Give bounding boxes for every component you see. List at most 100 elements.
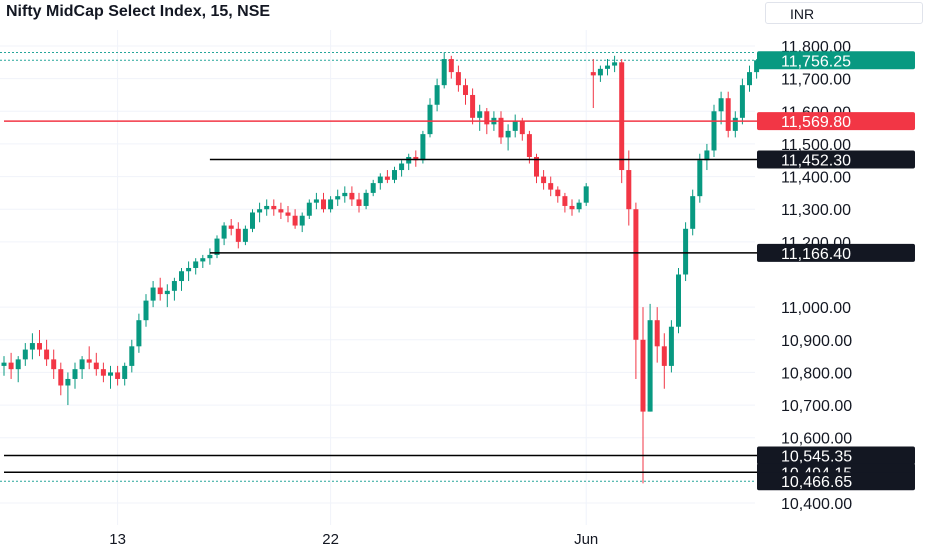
candle-body bbox=[605, 65, 610, 69]
candle-body bbox=[79, 359, 85, 370]
candle-body bbox=[143, 300, 149, 321]
candle-body bbox=[498, 117, 504, 138]
candle-body bbox=[356, 199, 362, 206]
candle-body bbox=[747, 72, 752, 86]
candle-body bbox=[321, 199, 326, 210]
price-label-box bbox=[757, 446, 915, 465]
candle-body bbox=[214, 238, 220, 255]
y-tick-label: 10,400.00 bbox=[781, 496, 852, 513]
candle-body bbox=[534, 156, 539, 177]
candle-body bbox=[44, 349, 50, 360]
candle-body bbox=[583, 186, 589, 203]
candle-body bbox=[22, 349, 28, 360]
candle-body bbox=[72, 369, 78, 379]
candle-body bbox=[250, 212, 255, 229]
candle-body bbox=[690, 196, 696, 229]
candle-body bbox=[51, 359, 57, 370]
candle-body bbox=[512, 121, 518, 131]
candle-body bbox=[711, 111, 717, 151]
candle-body bbox=[484, 111, 490, 125]
candle-body bbox=[342, 192, 348, 197]
price-label: 10,466.65 bbox=[781, 474, 852, 491]
y-tick-label: 10,900.00 bbox=[781, 333, 852, 350]
candle-body bbox=[697, 160, 703, 197]
currency-selector[interactable]: INR bbox=[765, 2, 923, 24]
candle-body bbox=[179, 271, 184, 282]
y-tick-label: 11,700.00 bbox=[781, 72, 851, 89]
candle-body bbox=[384, 176, 390, 180]
y-tick-label: 10,700.00 bbox=[781, 398, 852, 415]
candle-body bbox=[661, 346, 667, 366]
candle-body bbox=[477, 111, 483, 118]
candle-body bbox=[562, 196, 568, 206]
candle-body bbox=[541, 176, 547, 184]
candle-body bbox=[668, 326, 674, 366]
candle-body bbox=[704, 150, 710, 161]
candle-body bbox=[463, 85, 468, 95]
candle-body bbox=[108, 372, 113, 376]
price-label-box bbox=[757, 243, 915, 262]
candle-body bbox=[676, 274, 681, 327]
price-label-box bbox=[757, 112, 915, 131]
candle-body bbox=[427, 104, 433, 135]
y-tick-label: 10,600.00 bbox=[781, 431, 852, 448]
candle-body bbox=[200, 258, 206, 262]
candle-body bbox=[413, 156, 419, 161]
candle-body bbox=[29, 343, 35, 350]
candle-body bbox=[569, 205, 575, 210]
candle-body bbox=[363, 192, 369, 206]
x-tick-label: 22 bbox=[322, 531, 339, 548]
candle-body bbox=[470, 94, 476, 118]
candle-body bbox=[271, 205, 277, 210]
candle-body bbox=[8, 362, 14, 370]
price-label-box bbox=[757, 472, 915, 491]
candle-body bbox=[37, 343, 42, 350]
candle-body bbox=[626, 170, 632, 210]
candle-body bbox=[377, 176, 383, 184]
chart-title: Nifty MidCap Select Index, 15, NSE bbox=[6, 3, 271, 20]
candle-body bbox=[399, 163, 405, 171]
candle-body bbox=[619, 62, 625, 171]
candle-body bbox=[725, 98, 731, 131]
candle-body bbox=[335, 196, 341, 200]
candle-body bbox=[122, 365, 128, 379]
candle-body bbox=[420, 134, 426, 161]
y-tick-label: 10,800.00 bbox=[781, 365, 852, 382]
candle-body bbox=[328, 199, 334, 210]
candle-body bbox=[285, 212, 291, 216]
candle-body bbox=[392, 170, 397, 180]
candle-body bbox=[65, 378, 71, 386]
candle-body bbox=[640, 339, 646, 412]
candle-body bbox=[235, 228, 241, 242]
price-label: 11,452.30 bbox=[781, 152, 851, 169]
candle-body bbox=[754, 60, 760, 73]
y-tick-label: 11,500.00 bbox=[781, 137, 851, 154]
candle-body bbox=[654, 320, 660, 347]
candle-body bbox=[576, 202, 582, 210]
candle-body bbox=[193, 261, 199, 268]
candle-body bbox=[171, 281, 177, 291]
candle-body bbox=[278, 209, 284, 213]
candle-body bbox=[86, 359, 92, 363]
candle-body bbox=[129, 346, 135, 366]
candle-body bbox=[207, 254, 213, 259]
candle-body bbox=[164, 290, 170, 295]
candle-body bbox=[455, 72, 461, 86]
candle-body bbox=[242, 228, 248, 242]
candle-body bbox=[505, 130, 511, 138]
candle-body bbox=[448, 59, 454, 73]
candle-body bbox=[683, 228, 689, 275]
price-label-box bbox=[757, 150, 915, 169]
candle-body bbox=[58, 369, 64, 386]
x-tick-label: Jun bbox=[574, 531, 598, 548]
candle-body bbox=[434, 85, 440, 105]
price-label: 11,569.80 bbox=[781, 114, 851, 131]
candle-body bbox=[257, 209, 263, 213]
price-label: 10,545.35 bbox=[781, 449, 852, 466]
candle-body bbox=[612, 62, 618, 66]
candle-body bbox=[349, 192, 355, 200]
candle-body bbox=[186, 267, 192, 272]
candle-body bbox=[739, 85, 745, 118]
candle-body bbox=[299, 215, 305, 226]
